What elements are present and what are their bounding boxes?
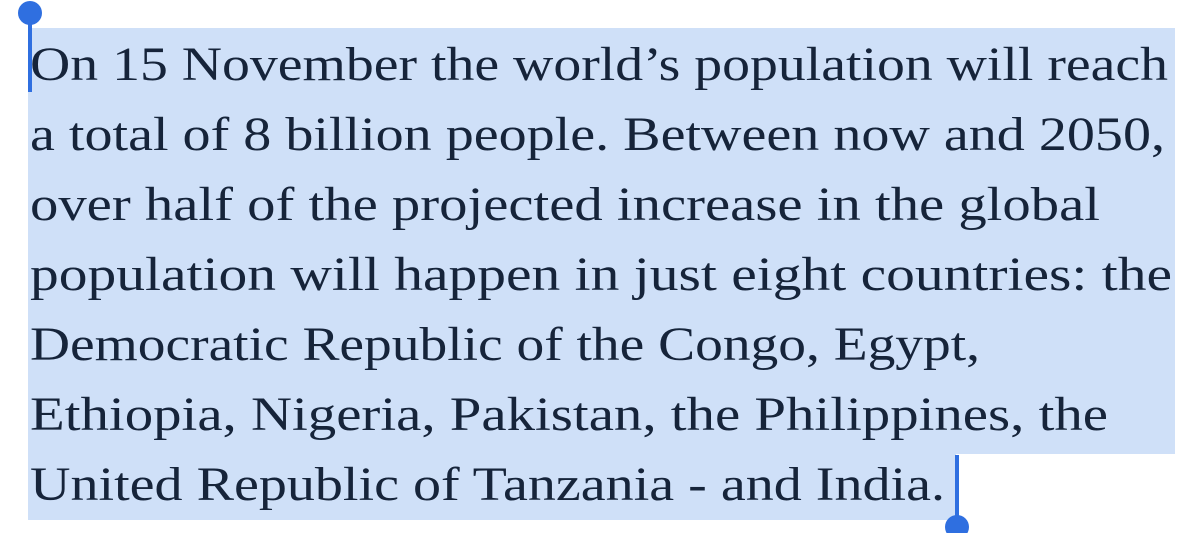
selection-handle-start[interactable] (18, 1, 42, 25)
text-line: United Republic of Tanzania - and India. (30, 458, 945, 511)
text-line: Democratic Republic of the Congo, Egypt, (30, 318, 980, 371)
paragraph: On 15 November the world’s population wi… (30, 38, 1172, 511)
selection-highlight (28, 454, 956, 520)
selection-handle-end[interactable] (945, 515, 969, 533)
text-line: a total of 8 billion people. Between now… (30, 108, 1165, 161)
text-line: population will happen in just eight cou… (30, 248, 1172, 301)
text-line: over half of the projected increase in t… (30, 178, 1100, 231)
text-line: Ethiopia, Nigeria, Pakistan, the Philipp… (30, 388, 1108, 441)
selection-highlight (28, 28, 1175, 454)
text-line: On 15 November the world’s population wi… (30, 38, 1168, 91)
